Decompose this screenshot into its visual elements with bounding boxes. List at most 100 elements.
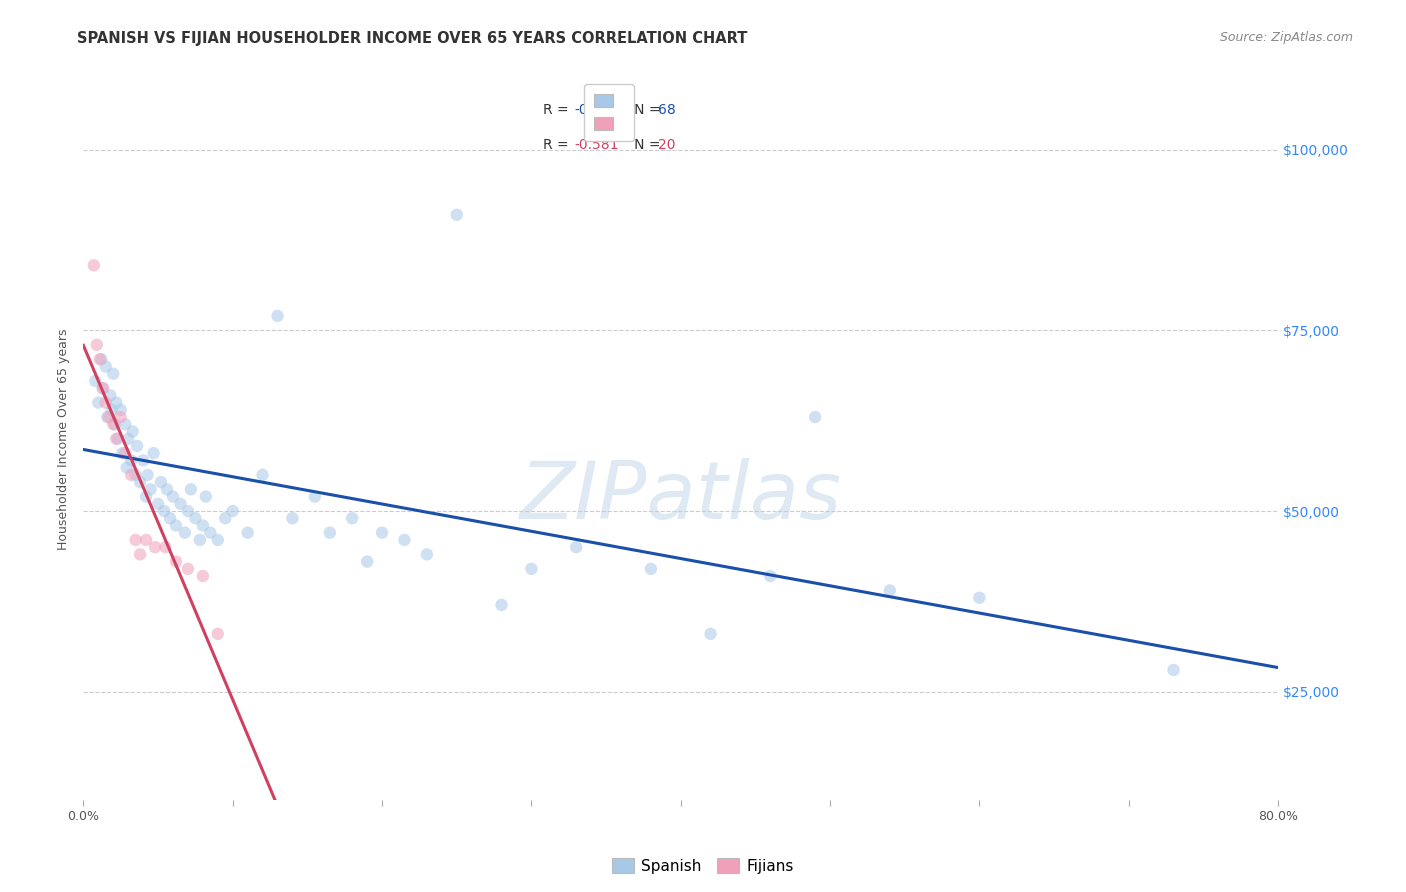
Point [96, 410, 118, 425]
Point [200, 525, 222, 540]
Point [565, 540, 588, 554]
Point [91, 381, 114, 395]
Point [104, 417, 127, 432]
Text: -0.581: -0.581 [575, 137, 619, 152]
Text: N =: N = [621, 137, 665, 152]
Point [84, 374, 107, 388]
Point [222, 504, 245, 518]
Text: 20: 20 [658, 137, 675, 152]
Point [83, 258, 105, 272]
Point [89, 352, 111, 367]
Legend: Spanish, Fijians: Spanish, Fijians [606, 852, 800, 880]
Point [319, 525, 342, 540]
Point [207, 627, 229, 641]
Point [165, 555, 187, 569]
Point [281, 511, 304, 525]
Point [135, 533, 157, 547]
Point [879, 583, 901, 598]
Point [90, 352, 112, 367]
Point [184, 511, 207, 525]
Point [114, 446, 136, 460]
Point [103, 367, 125, 381]
Point [114, 417, 136, 432]
Point [91, 381, 114, 395]
Point [340, 511, 363, 525]
Point [252, 467, 274, 482]
Point [87, 395, 110, 409]
Point [520, 562, 543, 576]
Point [416, 547, 439, 561]
Text: ZIPatlas: ZIPatlas [520, 458, 842, 535]
Point [165, 518, 187, 533]
Point [107, 432, 129, 446]
Text: 68: 68 [658, 103, 676, 117]
Point [699, 627, 721, 641]
Point [136, 467, 159, 482]
Point [100, 402, 122, 417]
Point [105, 395, 128, 409]
Point [121, 425, 143, 439]
Point [142, 446, 165, 460]
Point [103, 417, 125, 432]
Point [94, 395, 117, 409]
Point [640, 562, 662, 576]
Point [356, 555, 378, 569]
Point [155, 540, 177, 554]
Point [105, 432, 128, 446]
Point [1163, 663, 1185, 677]
Point [153, 504, 176, 518]
Point [236, 525, 259, 540]
Point [759, 569, 782, 583]
Point [188, 533, 211, 547]
Point [159, 511, 181, 525]
Text: Source: ZipAtlas.com: Source: ZipAtlas.com [1219, 31, 1353, 45]
Point [124, 533, 146, 547]
Point [94, 359, 117, 374]
Point [129, 475, 152, 489]
Point [97, 410, 120, 425]
Point [150, 475, 173, 489]
Point [132, 453, 155, 467]
Point [214, 511, 236, 525]
Point [146, 497, 169, 511]
Point [169, 497, 191, 511]
Point [804, 410, 827, 425]
Point [139, 483, 162, 497]
Point [174, 525, 197, 540]
Point [446, 208, 468, 222]
Point [491, 598, 513, 612]
Point [156, 483, 179, 497]
Point [191, 569, 214, 583]
Point [127, 439, 149, 453]
Point [191, 518, 214, 533]
Point [194, 490, 217, 504]
Point [180, 483, 202, 497]
Text: R =: R = [543, 103, 574, 117]
Text: -0.385: -0.385 [575, 103, 619, 117]
Point [143, 540, 166, 554]
Point [394, 533, 416, 547]
Point [115, 460, 138, 475]
Point [177, 562, 200, 576]
Point [110, 410, 132, 425]
Point [111, 446, 134, 460]
Y-axis label: Householder Income Over 65 years: Householder Income Over 65 years [58, 328, 70, 549]
Legend: , : , [583, 85, 634, 141]
Point [124, 467, 146, 482]
Text: N =: N = [621, 103, 665, 117]
Point [969, 591, 991, 605]
Point [98, 388, 121, 402]
Text: R =: R = [543, 137, 574, 152]
Point [304, 490, 326, 504]
Text: SPANISH VS FIJIAN HOUSEHOLDER INCOME OVER 65 YEARS CORRELATION CHART: SPANISH VS FIJIAN HOUSEHOLDER INCOME OVE… [77, 31, 748, 46]
Point [120, 467, 142, 482]
Point [266, 309, 288, 323]
Point [162, 490, 184, 504]
Point [135, 490, 157, 504]
Point [120, 453, 142, 467]
Point [86, 338, 108, 352]
Point [117, 432, 139, 446]
Point [110, 402, 132, 417]
Point [177, 504, 200, 518]
Point [371, 525, 394, 540]
